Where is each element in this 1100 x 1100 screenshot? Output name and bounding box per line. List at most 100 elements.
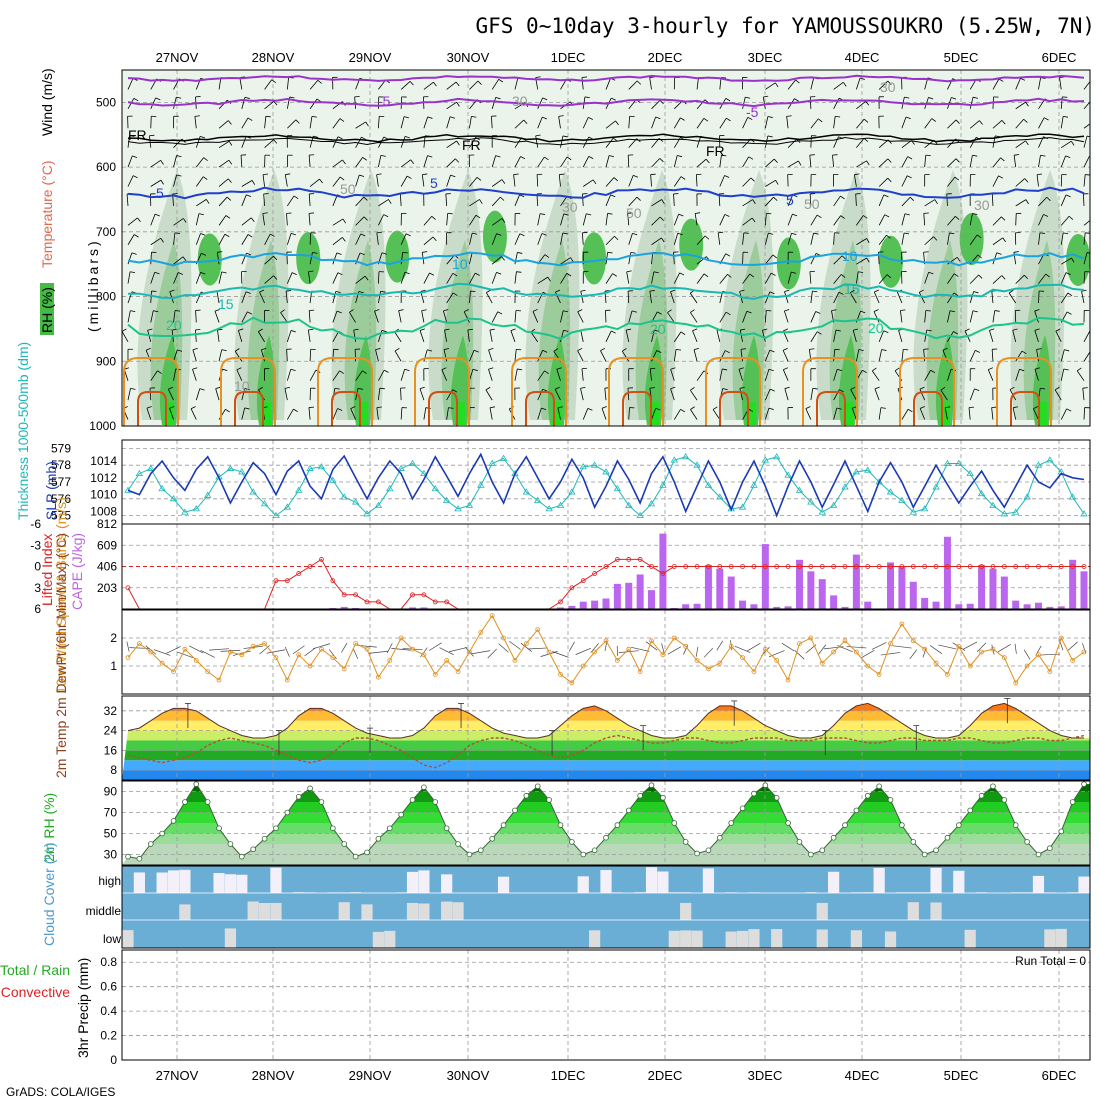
wind-barb	[1015, 350, 1023, 362]
cape-bar	[352, 607, 360, 609]
wind-barb-flag	[479, 199, 483, 204]
cape-bar	[602, 598, 610, 609]
wind-barb-flag	[444, 328, 450, 331]
wind-barb	[377, 291, 382, 304]
wind-barb	[992, 120, 1003, 129]
wind-barb-flag	[342, 218, 347, 224]
wind-barb	[260, 349, 265, 362]
wind-barb	[127, 252, 133, 265]
wind-barb	[378, 214, 385, 226]
slp-tick-label: 1008	[90, 504, 117, 518]
humidity-point	[1069, 799, 1076, 805]
wind-barb	[992, 78, 1000, 90]
contour-5	[127, 186, 1085, 200]
li-tick-label: -6	[30, 517, 41, 531]
wind-barb	[764, 135, 769, 148]
li-point	[558, 599, 563, 605]
thickness-point	[386, 484, 394, 492]
humidity-point	[864, 792, 871, 799]
wind-point	[444, 658, 450, 663]
wind-barb-flag	[1086, 252, 1090, 254]
wind-barb-flag	[812, 290, 818, 293]
rh-tick-label: 70	[104, 806, 118, 820]
wind-barb	[423, 155, 428, 168]
humidity-point	[1001, 797, 1008, 803]
li-point	[432, 599, 438, 605]
humidity-point	[705, 847, 712, 854]
wind-barb-flag	[398, 309, 404, 312]
humidity-point	[557, 822, 564, 828]
wind-point	[228, 649, 233, 655]
surface-wind-barb	[448, 647, 468, 653]
cape-tick-label: 609	[97, 538, 117, 552]
slp-tick-label: 1012	[90, 471, 117, 485]
wind-barb-flag	[473, 349, 479, 353]
wind-barb-flag	[308, 270, 314, 273]
wind-barb	[628, 252, 632, 265]
wind-barb	[764, 116, 769, 129]
wind-barb	[762, 96, 766, 109]
wind-barb-flag	[955, 119, 960, 124]
wind-barb-flag	[783, 328, 789, 332]
li-point	[421, 592, 427, 598]
wind-barb-flag	[563, 213, 569, 216]
wind-barb	[241, 407, 246, 420]
wind-barb	[742, 177, 752, 187]
wind-barb	[537, 350, 543, 362]
cloud-bar	[441, 901, 453, 920]
cape-bar	[1023, 604, 1031, 609]
humidity-point	[1058, 828, 1065, 835]
surface-wind-barb	[846, 646, 867, 649]
wind-barb-flag	[380, 290, 386, 293]
wind-barb	[400, 272, 406, 284]
cape-bar	[818, 579, 826, 609]
wind-barb	[805, 408, 812, 420]
wind-barb	[719, 155, 722, 168]
wind-barb-flag	[661, 199, 665, 204]
wind-barb	[194, 329, 197, 342]
li-point	[330, 578, 336, 584]
date-top-label: 28NOV	[252, 50, 295, 65]
thickness-point	[420, 469, 428, 476]
wind-barb-flag	[692, 328, 698, 332]
wind-barb	[332, 218, 344, 226]
surface-wind-barb	[471, 650, 491, 655]
wind-barb	[626, 271, 630, 284]
surface-wind-barb	[166, 646, 181, 654]
wind-barb-flag	[659, 100, 664, 105]
cape-tick-label: 203	[97, 581, 117, 595]
cloud-bar	[748, 929, 760, 948]
surface-wind-barb	[716, 640, 724, 651]
wind-barb	[353, 329, 357, 342]
wind-speed-panel: 1 2 10m Wind Speed & Barbs (m/s)	[53, 497, 1090, 694]
wind-barb	[673, 252, 675, 265]
humidity-point	[386, 825, 393, 832]
wind-barb	[150, 291, 152, 304]
date-bottom-label: 29NOV	[349, 1068, 392, 1083]
wind-barb-flag	[813, 232, 819, 235]
cape-bar	[1080, 571, 1088, 609]
wind-barb	[218, 120, 229, 129]
wind-barb-flag	[147, 328, 153, 331]
li-point	[284, 578, 290, 584]
panel-border	[121, 780, 1091, 866]
surface-wind-barb	[284, 646, 290, 657]
wind-barb	[308, 310, 311, 323]
cloud-level-label: low	[103, 932, 121, 946]
wind-barb-flag	[695, 212, 701, 214]
wind-barb	[355, 136, 362, 148]
wind-barb	[627, 155, 630, 168]
thickness-point	[636, 511, 644, 518]
wind-barb	[851, 408, 857, 420]
humidity-point	[933, 847, 939, 854]
li-point	[1001, 564, 1007, 569]
wind-barb-flag	[542, 97, 548, 101]
wind-barb-flag	[657, 311, 662, 315]
wind-barb-flag	[607, 251, 613, 254]
li-point	[910, 564, 916, 569]
wind-barb	[947, 310, 951, 323]
humidity-point	[625, 807, 632, 814]
wind-barb	[651, 116, 657, 129]
wind-barb-flag	[452, 389, 458, 393]
cape-bar	[636, 574, 644, 609]
